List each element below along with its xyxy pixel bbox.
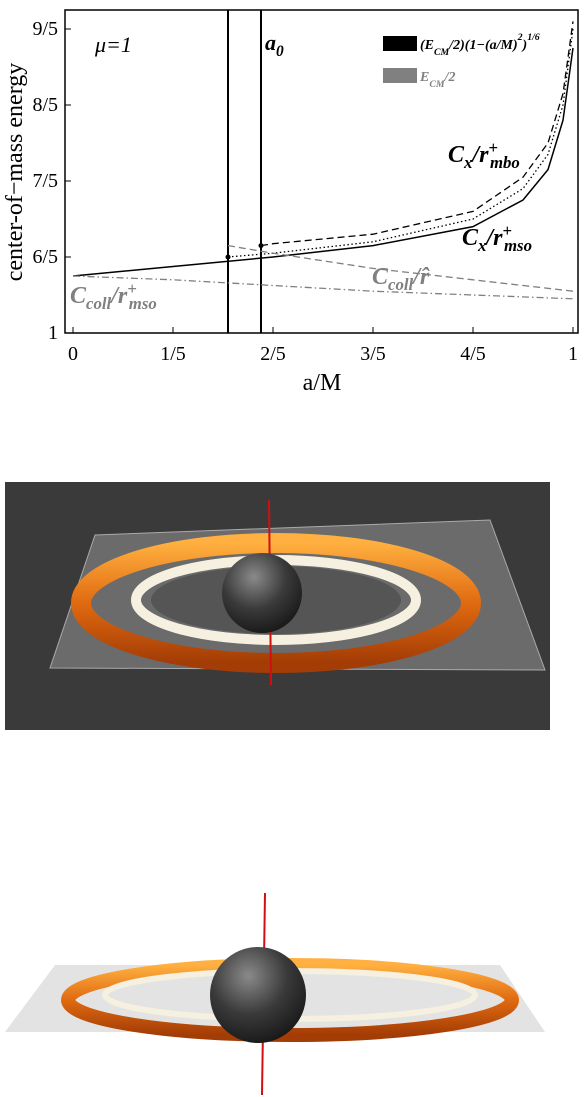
text-part: 2 bbox=[517, 32, 523, 43]
annotation-mu: μ=1 bbox=[94, 32, 132, 57]
plot-frame bbox=[64, 9, 579, 334]
text-part: /r̂ bbox=[411, 264, 430, 290]
y-axis-title: center-of−mass energy bbox=[2, 63, 28, 282]
series-line bbox=[72, 275, 574, 300]
curve-label: Cx/r+ mbo bbox=[448, 138, 520, 172]
text-part: /2)(1−(a/M) bbox=[448, 38, 517, 53]
series-line bbox=[227, 244, 574, 292]
curve-label: Cx/r+ mso bbox=[462, 221, 532, 255]
x-tick-label: 2/5 bbox=[260, 343, 286, 365]
text-part: C bbox=[462, 225, 479, 251]
series-line bbox=[72, 47, 574, 277]
render-top bbox=[5, 482, 550, 730]
text-part: =1 bbox=[106, 32, 132, 57]
text-part: C bbox=[448, 142, 465, 168]
curve-label: Ccoll/r+ mso bbox=[70, 279, 157, 313]
text-part: CM bbox=[434, 47, 450, 58]
text-part: /r bbox=[484, 225, 503, 251]
annotation-a0: a0 bbox=[265, 30, 284, 60]
text-part: a bbox=[265, 30, 276, 55]
legend-label: ECM/2 bbox=[419, 70, 455, 90]
render-bottom bbox=[5, 892, 545, 1096]
text-part: E bbox=[419, 70, 429, 85]
text-part: /r bbox=[109, 283, 128, 309]
x-tick-label: 4/5 bbox=[460, 343, 486, 365]
text-part: mso bbox=[129, 294, 157, 313]
start-point bbox=[225, 254, 231, 260]
series-line bbox=[227, 28, 574, 258]
text-part: CM bbox=[429, 79, 445, 90]
text-part: mbo bbox=[490, 153, 520, 172]
text-part: (E bbox=[420, 38, 434, 53]
text-part: x bbox=[463, 153, 472, 172]
x-tick-label: 1/5 bbox=[160, 343, 186, 365]
y-tick-label: 7/5 bbox=[32, 170, 58, 192]
legend-swatch bbox=[383, 36, 417, 51]
text-part: C bbox=[372, 264, 389, 290]
x-tick-label: 3/5 bbox=[360, 343, 386, 365]
legend-label: (ECM/2)(1−(a/M)2)1/6 bbox=[420, 32, 540, 58]
text-part: + bbox=[502, 221, 512, 240]
y-tick-label: 6/5 bbox=[32, 246, 58, 268]
curve-label: Ccoll/r̂ bbox=[372, 264, 430, 294]
y-tick-label: 8/5 bbox=[32, 94, 58, 116]
x-axis-title: a/M bbox=[303, 370, 342, 396]
series-line bbox=[260, 21, 574, 247]
text-part: + bbox=[127, 279, 137, 298]
y-tick-label: 9/5 bbox=[32, 18, 58, 40]
text-part: x bbox=[477, 236, 486, 255]
x-tick-label: 0 bbox=[68, 343, 78, 365]
text-part: 0 bbox=[276, 43, 284, 60]
start-point bbox=[258, 243, 264, 249]
text-part: + bbox=[488, 138, 498, 157]
legend-swatch bbox=[383, 68, 417, 83]
text-part: coll bbox=[86, 294, 112, 313]
text-part: μ bbox=[94, 32, 106, 57]
text-part: ) bbox=[521, 38, 528, 53]
text-part: C bbox=[70, 283, 87, 309]
text-part: /r bbox=[470, 142, 489, 168]
text-part: coll bbox=[388, 275, 414, 294]
y-tick-label: 1 bbox=[48, 322, 58, 344]
text-part: 1/6 bbox=[527, 32, 540, 43]
text-part: mso bbox=[504, 236, 532, 255]
x-tick-label: 1 bbox=[568, 343, 578, 365]
text-part: /2 bbox=[444, 70, 456, 85]
